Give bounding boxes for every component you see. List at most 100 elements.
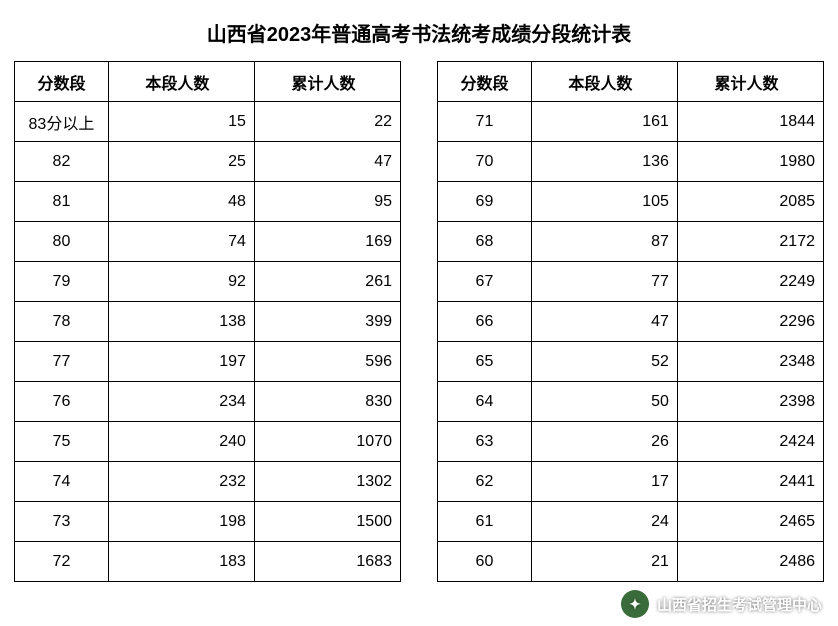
cell-score: 74 [15, 462, 109, 502]
table-row: 701361980 [438, 142, 824, 182]
cell-count: 92 [108, 262, 254, 302]
table-row: 742321302 [15, 462, 401, 502]
cell-cumulative: 1500 [254, 502, 400, 542]
cell-cumulative: 47 [254, 142, 400, 182]
table-header-row: 分数段 本段人数 累计人数 [438, 62, 824, 102]
cell-cumulative: 1980 [677, 142, 823, 182]
cell-cumulative: 2348 [677, 342, 823, 382]
cell-score: 63 [438, 422, 532, 462]
cell-score: 73 [15, 502, 109, 542]
cell-score: 70 [438, 142, 532, 182]
cell-cumulative: 2296 [677, 302, 823, 342]
cell-score: 62 [438, 462, 532, 502]
table-row: 60212486 [438, 542, 824, 582]
table-row: 691052085 [438, 182, 824, 222]
left-table-body: 83分以上15228225478148958074169799226178138… [15, 102, 401, 582]
cell-count: 50 [531, 382, 677, 422]
cell-count: 232 [108, 462, 254, 502]
cell-count: 26 [531, 422, 677, 462]
cell-score: 78 [15, 302, 109, 342]
cell-cumulative: 2398 [677, 382, 823, 422]
table-row: 814895 [15, 182, 401, 222]
header-count: 本段人数 [531, 62, 677, 102]
cell-count: 138 [108, 302, 254, 342]
cell-cumulative: 1844 [677, 102, 823, 142]
table-row: 76234830 [15, 382, 401, 422]
cell-count: 25 [108, 142, 254, 182]
cell-cumulative: 596 [254, 342, 400, 382]
cell-score: 61 [438, 502, 532, 542]
cell-count: 21 [531, 542, 677, 582]
cell-cumulative: 2172 [677, 222, 823, 262]
cell-cumulative: 1070 [254, 422, 400, 462]
table-row: 731981500 [15, 502, 401, 542]
table-row: 711611844 [438, 102, 824, 142]
table-row: 61242465 [438, 502, 824, 542]
table-row: 8074169 [15, 222, 401, 262]
cell-cumulative: 2486 [677, 542, 823, 582]
cell-count: 24 [531, 502, 677, 542]
watermark-text: 山西省招生考试管理中心 [657, 594, 822, 615]
table-row: 78138399 [15, 302, 401, 342]
cell-count: 234 [108, 382, 254, 422]
table-header-row: 分数段 本段人数 累计人数 [15, 62, 401, 102]
header-score: 分数段 [15, 62, 109, 102]
cell-count: 161 [531, 102, 677, 142]
left-table: 分数段 本段人数 累计人数 83分以上152282254781489580741… [14, 61, 401, 582]
header-score: 分数段 [438, 62, 532, 102]
table-row: 77197596 [15, 342, 401, 382]
cell-cumulative: 2441 [677, 462, 823, 502]
cell-cumulative: 261 [254, 262, 400, 302]
cell-count: 198 [108, 502, 254, 542]
cell-cumulative: 830 [254, 382, 400, 422]
page-title: 山西省2023年普通高考书法统考成绩分段统计表 [0, 0, 838, 61]
cell-score: 66 [438, 302, 532, 342]
cell-count: 77 [531, 262, 677, 302]
cell-cumulative: 2424 [677, 422, 823, 462]
cell-cumulative: 1683 [254, 542, 400, 582]
table-row: 66472296 [438, 302, 824, 342]
cell-count: 183 [108, 542, 254, 582]
header-cumulative: 累计人数 [254, 62, 400, 102]
cell-score: 68 [438, 222, 532, 262]
cell-cumulative: 399 [254, 302, 400, 342]
table-row: 721831683 [15, 542, 401, 582]
cell-score: 67 [438, 262, 532, 302]
table-row: 64502398 [438, 382, 824, 422]
table-row: 822547 [15, 142, 401, 182]
cell-score: 75 [15, 422, 109, 462]
cell-cumulative: 22 [254, 102, 400, 142]
cell-count: 15 [108, 102, 254, 142]
watermark-icon: ✦ [621, 590, 649, 618]
cell-score: 60 [438, 542, 532, 582]
header-count: 本段人数 [108, 62, 254, 102]
cell-count: 240 [108, 422, 254, 462]
cell-cumulative: 2085 [677, 182, 823, 222]
table-row: 7992261 [15, 262, 401, 302]
cell-count: 17 [531, 462, 677, 502]
right-table-body: 7116118447013619806910520856887217267772… [438, 102, 824, 582]
cell-cumulative: 169 [254, 222, 400, 262]
table-row: 752401070 [15, 422, 401, 462]
cell-count: 74 [108, 222, 254, 262]
cell-score: 83分以上 [15, 102, 109, 142]
table-row: 67772249 [438, 262, 824, 302]
cell-count: 52 [531, 342, 677, 382]
cell-count: 47 [531, 302, 677, 342]
tables-container: 分数段 本段人数 累计人数 83分以上152282254781489580741… [0, 61, 838, 582]
cell-count: 48 [108, 182, 254, 222]
cell-score: 72 [15, 542, 109, 582]
table-row: 65522348 [438, 342, 824, 382]
cell-count: 136 [531, 142, 677, 182]
cell-score: 80 [15, 222, 109, 262]
right-table: 分数段 本段人数 累计人数 71161184470136198069105208… [437, 61, 824, 582]
table-row: 83分以上1522 [15, 102, 401, 142]
header-cumulative: 累计人数 [677, 62, 823, 102]
cell-cumulative: 1302 [254, 462, 400, 502]
cell-score: 64 [438, 382, 532, 422]
cell-score: 82 [15, 142, 109, 182]
cell-score: 76 [15, 382, 109, 422]
cell-count: 197 [108, 342, 254, 382]
cell-cumulative: 2465 [677, 502, 823, 542]
cell-cumulative: 2249 [677, 262, 823, 302]
